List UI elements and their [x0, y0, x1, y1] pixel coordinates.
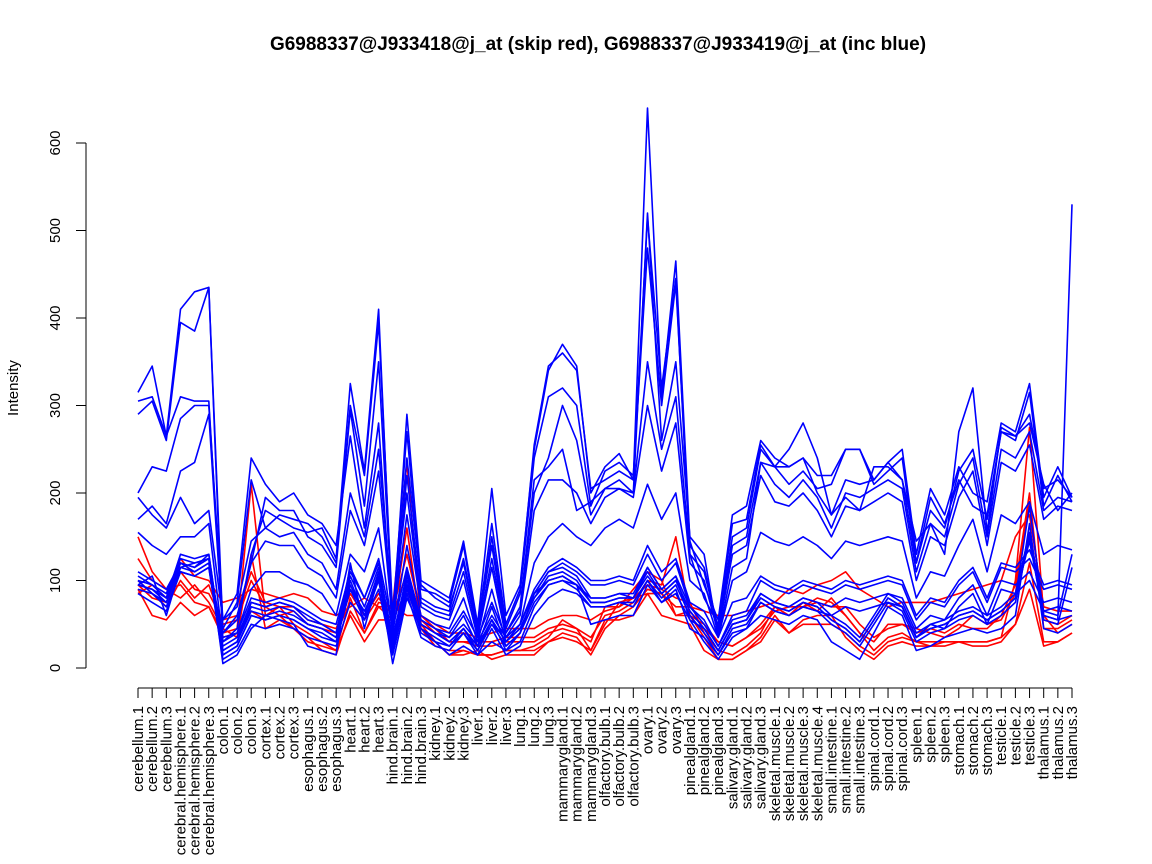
x-tick-label: colon.1	[215, 706, 232, 754]
x-tick-label: kidney.2	[441, 706, 458, 761]
x-tick-label: hind.brain.1	[385, 706, 402, 784]
x-tick-label: ovary.3	[668, 706, 685, 754]
x-tick-label: lung.2	[526, 706, 543, 747]
x-tick-label: testicle.1	[993, 706, 1010, 765]
y-tick-label: 300	[47, 393, 64, 418]
inc-series-line-11	[137, 404, 1073, 639]
x-tick-label: hind.brain.3	[413, 706, 430, 784]
inc-series-line-8	[137, 212, 1073, 639]
x-tick-label: ovary.2	[654, 706, 671, 754]
x-tick-label: esophagus.1	[300, 706, 317, 792]
x-tick-label: ovary.1	[639, 706, 656, 754]
x-tick-label: kidney.3	[455, 706, 472, 761]
x-tick-label: mammarygland.1	[555, 706, 572, 822]
x-tick-label: cerebellum.1	[130, 706, 147, 792]
x-tick-label: olfactory.bulb.3	[625, 706, 642, 807]
x-tick-label: cortex.2	[272, 706, 289, 759]
x-tick-label: salivary.gland.2	[739, 706, 756, 809]
x-tick-label: lung.3	[540, 706, 557, 747]
x-tick-label: esophagus.3	[328, 706, 345, 792]
x-tick-label: skeletal.muscle.1	[767, 706, 784, 821]
x-tick-label: heart.2	[356, 706, 373, 753]
x-tick-label: cerebellum.3	[158, 706, 175, 792]
inc-series-line-12	[137, 483, 1073, 643]
x-tick-label: cerebral.hemisphere.1	[172, 706, 189, 855]
y-tick-label: 500	[47, 218, 64, 243]
y-tick-label: 600	[47, 130, 64, 155]
x-tick-label: thalamus.2	[1050, 706, 1067, 779]
x-tick-label: thalamus.1	[1036, 706, 1053, 779]
skip-series-line-1	[137, 527, 1073, 661]
x-tick-label: cortex.1	[257, 706, 274, 759]
x-tick-label: stomach.2	[965, 706, 982, 775]
x-tick-label: esophagus.2	[314, 706, 331, 792]
y-tick-label: 100	[47, 568, 64, 593]
x-tick-label: pinealgland.2	[696, 706, 713, 795]
x-tick-label: small.intestine.1	[823, 706, 840, 814]
x-tick-label: lung.1	[512, 706, 529, 747]
x-tick-label: salivary.gland.1	[724, 706, 741, 809]
y-tick-label: 200	[47, 480, 64, 505]
x-tick-label: kidney.1	[427, 706, 444, 761]
y-axis: 0 100 200 300 400 500 600	[47, 130, 87, 672]
inc-series-line-6	[137, 107, 1073, 643]
inc-series-line-17	[137, 522, 1073, 665]
inc-series-line-7	[137, 216, 1073, 630]
x-tick-label: olfactory.bulb.2	[611, 706, 628, 807]
inc-series-line-21	[137, 204, 1073, 652]
x-tick-label: spinal.cord.3	[894, 706, 911, 791]
x-tick-label: thalamus.3	[1064, 706, 1081, 779]
x-tick-label: stomach.3	[979, 706, 996, 775]
inc-series-line-19	[137, 531, 1073, 647]
x-tick-label: liver.1	[470, 706, 487, 745]
x-tick-label: testicle.2	[1007, 706, 1024, 765]
x-tick-label: cerebellum.2	[144, 706, 161, 792]
x-tick-label: skeletal.muscle.4	[809, 706, 826, 821]
x-tick-label: liver.3	[498, 706, 515, 745]
x-tick-label: spleen.2	[922, 706, 939, 763]
skip-series-line-3	[137, 514, 1072, 639]
x-tick-label: pinealgland.3	[710, 706, 727, 795]
x-tick-label: colon.3	[243, 706, 260, 754]
x-tick-label: cerebral.hemisphere.2	[187, 706, 204, 855]
y-axis-label: Intensity	[5, 360, 22, 416]
x-tick-label: salivary.gland.3	[753, 706, 770, 809]
x-tick-label: heart.1	[342, 706, 359, 753]
x-tick-label: pinealgland.1	[682, 706, 699, 795]
x-tick-label: cortex.3	[286, 706, 303, 759]
x-tick-label: small.intestine.2	[838, 706, 855, 814]
x-tick-label: hind.brain.2	[399, 706, 416, 784]
chart-title: G6988337@J933418@j_at (skip red), G69883…	[270, 34, 926, 55]
x-tick-label: olfactory.bulb.1	[597, 706, 614, 807]
x-tick-label: mammarygland.3	[583, 706, 600, 822]
y-tick-label: 400	[47, 305, 64, 330]
inc-series-line-16	[137, 544, 1073, 639]
x-tick-label: cerebral.hemisphere.3	[201, 706, 218, 855]
plot-lines	[137, 107, 1073, 665]
x-tick-label: spinal.cord.1	[866, 706, 883, 791]
x-tick-label: liver.2	[484, 706, 501, 745]
x-tick-label: heart.3	[371, 706, 388, 753]
inc-series-line-9	[137, 247, 1073, 634]
x-tick-label: skeletal.muscle.3	[795, 706, 812, 821]
x-tick-label: mammarygland.2	[569, 706, 586, 822]
x-tick-label: colon.2	[229, 706, 246, 754]
x-tick-label: small.intestine.3	[852, 706, 869, 814]
x-tick-label: skeletal.muscle.2	[781, 706, 798, 821]
inc-series-line-10	[137, 360, 1073, 634]
x-tick-label: testicle.3	[1022, 706, 1039, 765]
x-axis: cerebellum.1cerebellum.2cerebellum.3cere…	[130, 687, 1081, 855]
y-tick-label: 0	[47, 664, 64, 672]
x-tick-label: spleen.1	[908, 706, 925, 763]
inc-series-line-20	[137, 535, 1073, 656]
x-tick-label: stomach.1	[951, 706, 968, 775]
x-tick-label: spleen.3	[937, 706, 954, 763]
x-tick-label: spinal.cord.2	[880, 706, 897, 791]
